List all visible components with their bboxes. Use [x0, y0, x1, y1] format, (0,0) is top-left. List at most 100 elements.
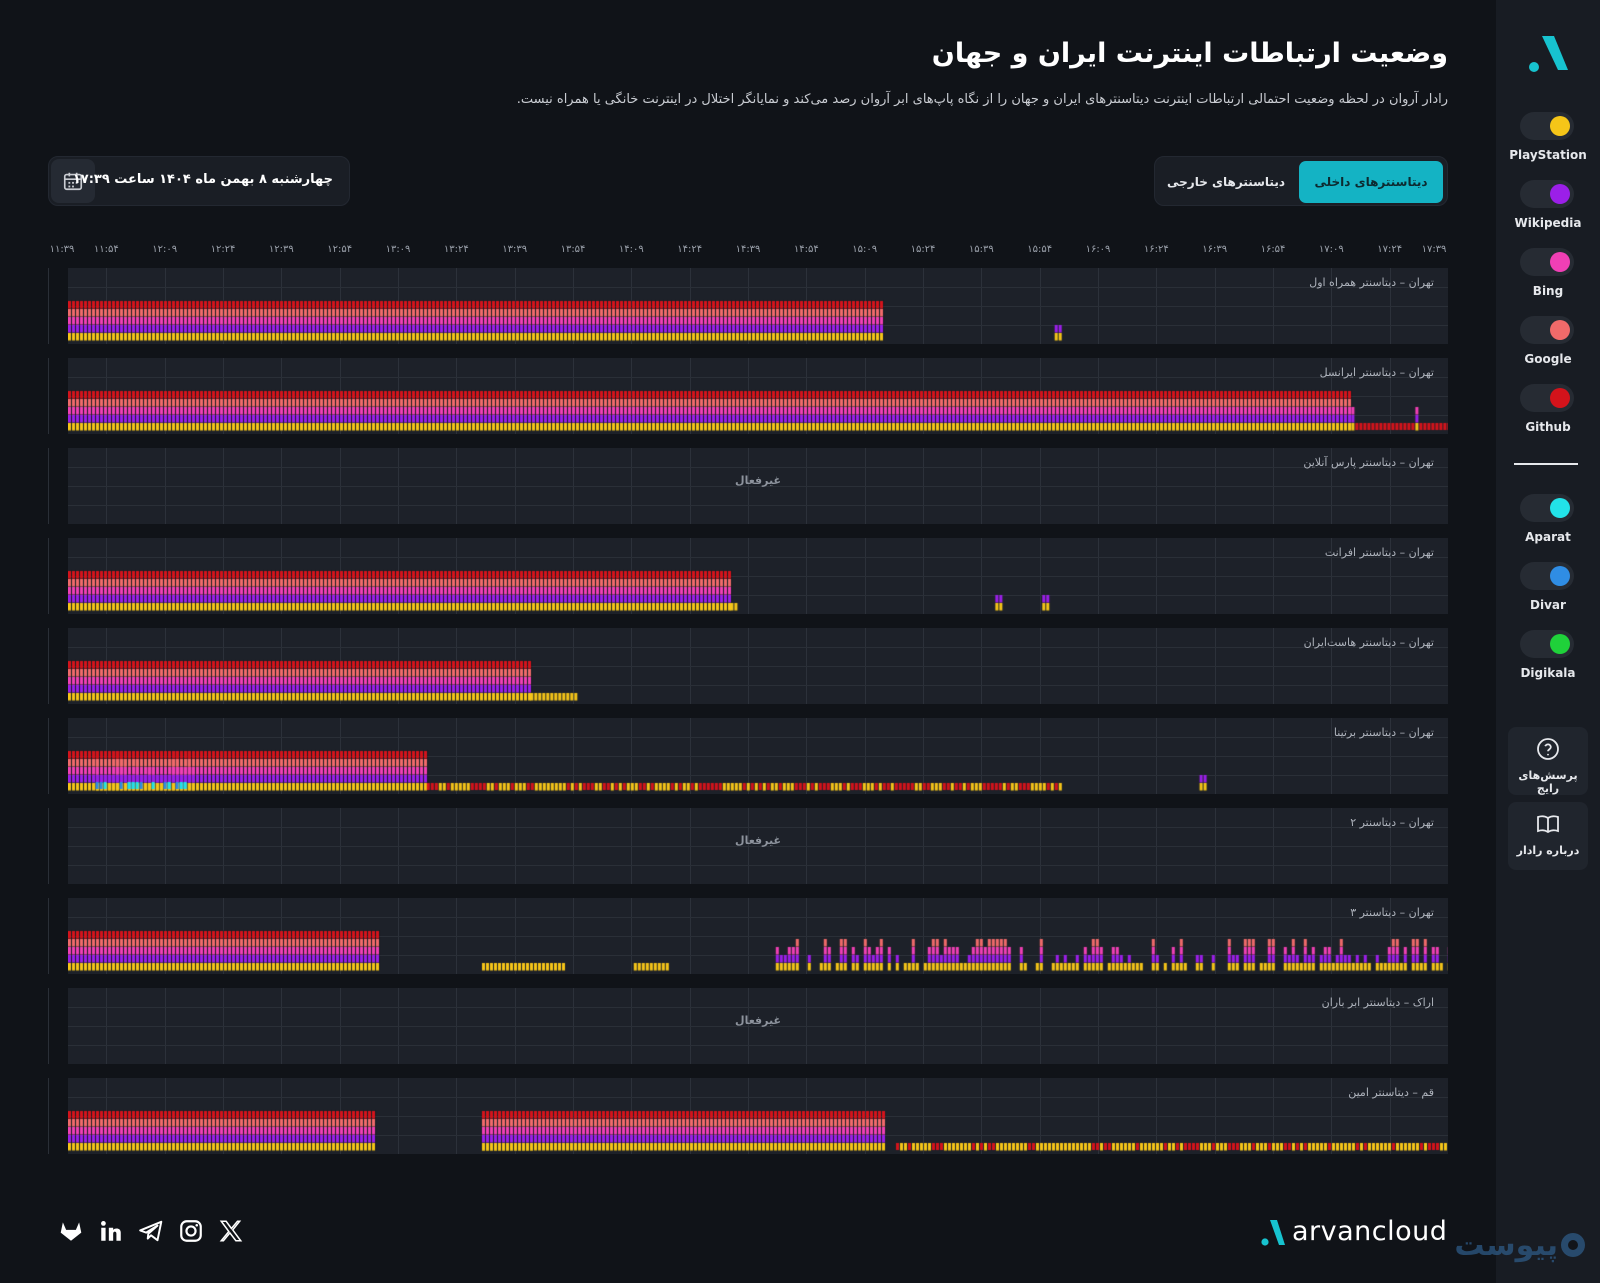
datacenter-row: غیرفعال تهران – دیتاسنتر ۲ — [68, 808, 1448, 884]
row-y-axis — [48, 448, 52, 524]
time-tick-label: ۱۳:۰۹ — [385, 244, 411, 255]
row-y-axis — [48, 718, 52, 794]
service-toggle-playstation[interactable]: PlayStation — [1496, 112, 1600, 180]
datacenter-row: تهران – دیتاسنتر همراه اول — [68, 268, 1448, 344]
telegram-icon[interactable] — [138, 1218, 164, 1244]
social-links — [58, 1218, 248, 1246]
datacenter-row: غیرفعال اراک – دیتاسنتر ابر باران — [68, 988, 1448, 1064]
gitlab-icon[interactable] — [58, 1218, 84, 1244]
toggle-switch[interactable] — [1520, 180, 1574, 208]
toggle-knob — [1550, 252, 1570, 272]
brand-logo[interactable]: arvancloud — [1258, 1214, 1448, 1250]
service-toggle-digikala[interactable]: Digikala — [1496, 630, 1600, 698]
datacenter-name: تهران – دیتاسنتر هاست‌ایران — [1303, 636, 1434, 649]
time-tick-label: ۱۳:۲۴ — [443, 244, 469, 255]
datacenter-status-bars — [68, 268, 1448, 344]
time-tick-label: ۱۲:۳۹ — [268, 244, 294, 255]
datacenter-row: غیرفعال تهران – دیتاسنتر پارس آنلاین — [68, 448, 1448, 524]
toggle-switch[interactable] — [1520, 494, 1574, 522]
toggle-knob — [1550, 634, 1570, 654]
datacenter-name: تهران – دیتاسنتر ۲ — [1350, 816, 1434, 829]
row-y-axis — [48, 1078, 52, 1154]
toggle-knob — [1550, 116, 1570, 136]
tab-external-datacenters[interactable]: دیتاسنترهای خارجی — [1167, 175, 1285, 189]
sidebar-divider — [1514, 463, 1578, 465]
datacenter-row: تهران – دیتاسنتر ایرانسل — [68, 358, 1448, 434]
datacenter-row: تهران – دیتاسنتر برتینا — [68, 718, 1448, 794]
inactive-label: غیرفعال — [735, 474, 781, 487]
time-tick-label: ۱۶:۲۴ — [1143, 244, 1169, 255]
row-y-axis — [48, 358, 52, 434]
tab-internal-datacenters[interactable]: دیتاسنترهای داخلی — [1299, 161, 1443, 203]
toggle-knob — [1550, 566, 1570, 586]
brand-name: arvancloud — [1292, 1216, 1448, 1247]
question-circle-icon — [1537, 738, 1559, 760]
datacenter-status-bars — [68, 628, 1448, 704]
time-tick-label: ۱۴:۳۹ — [735, 244, 761, 255]
time-tick-label: ۱۴:۵۴ — [793, 244, 819, 255]
toggle-knob — [1550, 184, 1570, 204]
time-tick-label: ۱۴:۲۴ — [677, 244, 703, 255]
inactive-label: غیرفعال — [735, 834, 781, 847]
inactive-label: غیرفعال — [735, 1014, 781, 1027]
linkedin-icon[interactable] — [98, 1218, 124, 1244]
grid-line — [68, 1026, 1448, 1027]
toggle-knob — [1550, 320, 1570, 340]
date-picker-button[interactable] — [51, 159, 95, 203]
date-picker[interactable]: چهارشنبه ۸ بهمن ماه ۱۴۰۴ ساعت ۱۷:۳۹ — [48, 156, 350, 206]
time-tick-label: ۱۲:۲۴ — [210, 244, 236, 255]
datacenter-status-bars — [68, 1078, 1448, 1154]
datacenter-name: تهران – دیتاسنتر همراه اول — [1309, 276, 1434, 289]
toggle-switch[interactable] — [1520, 630, 1574, 658]
time-tick-label: ۱۶:۳۹ — [1202, 244, 1228, 255]
time-tick-label: ۱۱:۵۴ — [93, 244, 119, 255]
toggle-switch[interactable] — [1520, 112, 1574, 140]
toggle-knob — [1550, 498, 1570, 518]
toggle-switch[interactable] — [1520, 562, 1574, 590]
time-tick-label: ۱۴:۰۹ — [618, 244, 644, 255]
datacenter-status-bars — [68, 718, 1448, 794]
service-toggle-google[interactable]: Google — [1496, 316, 1600, 384]
service-label: Google — [1524, 352, 1572, 366]
about-button[interactable]: درباره رادار — [1508, 802, 1588, 870]
page-title: وضعیت ارتباطات اینترنت ایران و جهان — [931, 38, 1448, 69]
grid-line — [68, 486, 1448, 487]
time-tick-label: ۱۷:۰۹ — [1318, 244, 1344, 255]
time-tick-label: ۱۷:۳۹ — [1421, 244, 1447, 255]
toggle-switch[interactable] — [1520, 384, 1574, 412]
time-tick-label: ۱۵:۰۹ — [852, 244, 878, 255]
grid-line — [68, 1007, 1448, 1008]
datacenter-row: قم – دیتاسنتر امین — [68, 1078, 1448, 1154]
toggle-knob — [1550, 388, 1570, 408]
service-toggle-aparat[interactable]: Aparat — [1496, 494, 1600, 562]
grid-line — [68, 846, 1448, 847]
time-tick-label: ۱۶:۰۹ — [1085, 244, 1111, 255]
service-toggle-bing[interactable]: Bing — [1496, 248, 1600, 316]
date-label: چهارشنبه ۸ بهمن ماه ۱۴۰۴ ساعت ۱۷:۳۹ — [72, 172, 333, 187]
instagram-icon[interactable] — [178, 1218, 204, 1244]
right-sidebar: PlayStation Wikipedia Bing Google Github Apar… — [1496, 0, 1600, 1283]
grid-line — [68, 467, 1448, 468]
toggle-switch[interactable] — [1520, 248, 1574, 276]
grid-line — [68, 827, 1448, 828]
service-toggle-divar[interactable]: Divar — [1496, 562, 1600, 630]
time-tick-label: ۱۷:۲۴ — [1377, 244, 1403, 255]
x-icon[interactable] — [218, 1218, 244, 1244]
book-icon — [1537, 815, 1559, 834]
watermark-logo-icon — [1561, 1233, 1585, 1257]
row-y-axis — [48, 808, 52, 884]
grid-line — [68, 505, 1448, 506]
service-label: Digikala — [1520, 666, 1576, 680]
service-toggle-github[interactable]: Github — [1496, 384, 1600, 452]
datacenter-name: اراک – دیتاسنتر ابر باران — [1321, 996, 1434, 1009]
datacenter-row: تهران – دیتاسنتر افرانت — [68, 538, 1448, 614]
row-y-axis — [48, 268, 52, 344]
time-tick-label: ۱۵:۲۴ — [910, 244, 936, 255]
faq-button[interactable]: پرسش‌های رایج — [1508, 727, 1588, 795]
service-label: Divar — [1530, 598, 1566, 612]
toggle-switch[interactable] — [1520, 316, 1574, 344]
service-toggle-wikipedia[interactable]: Wikipedia — [1496, 180, 1600, 248]
service-label: Wikipedia — [1514, 216, 1582, 230]
datacenter-name: تهران – دیتاسنتر افرانت — [1324, 546, 1434, 559]
datacenter-tabs: دیتاسنترهای داخلی دیتاسنترهای خارجی — [1154, 156, 1448, 206]
